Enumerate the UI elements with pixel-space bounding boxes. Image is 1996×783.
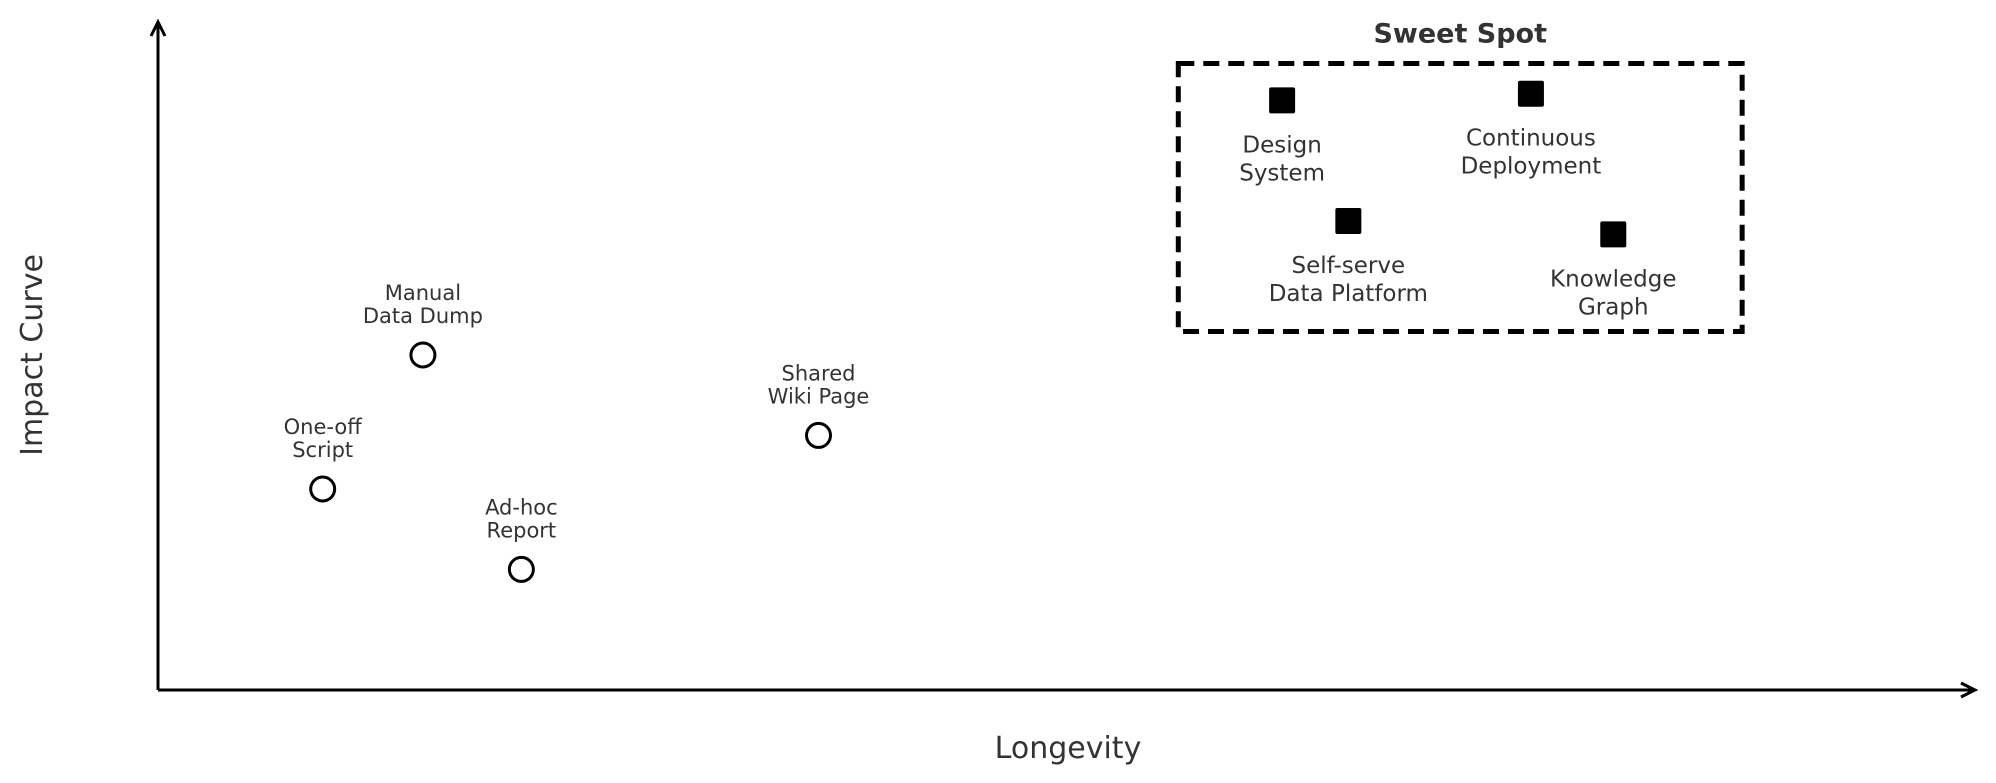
point-ad-hoc-report: Ad-hoc Report: [485, 495, 558, 583]
point-manual-data-dump: Manual Data Dump: [363, 281, 483, 369]
point-marker-continuous-deployment: [1517, 80, 1544, 107]
point-marker-one-off-script: [309, 475, 337, 503]
y-axis-title: Impact Curve: [15, 254, 50, 456]
sweet-spot-box: [1175, 61, 1745, 335]
axes: [149, 18, 1979, 699]
point-label-continuous-deployment: Continuous Deployment: [1461, 126, 1602, 180]
point-marker-self-serve-data-platform: [1335, 208, 1362, 234]
sweet-spot-title: Sweet Spot: [1373, 19, 1547, 50]
point-design-system: Design System: [1239, 87, 1325, 186]
y-axis-arrow: [149, 18, 167, 37]
point-label-manual-data-dump: Manual Data Dump: [363, 281, 483, 328]
point-label-self-serve-data-platform: Self-serve Data Platform: [1269, 253, 1428, 307]
data-points: One-off Script Manual Data Dump Ad-hoc Report…: [284, 80, 1676, 583]
point-marker-manual-data-dump: [409, 341, 437, 369]
point-marker-shared-wiki-page: [805, 421, 833, 449]
x-axis-arrow: [1960, 681, 1979, 699]
point-marker-design-system: [1269, 87, 1296, 114]
point-one-off-script: One-off Script: [284, 415, 363, 503]
point-marker-ad-hoc-report: [507, 555, 535, 583]
point-label-shared-wiki-page: Shared Wiki Page: [768, 361, 870, 408]
point-label-knowledge-graph: Knowledge Graph: [1550, 266, 1676, 320]
point-knowledge-graph: Knowledge Graph: [1550, 221, 1676, 320]
point-label-design-system: Design System: [1239, 132, 1325, 186]
point-shared-wiki-page: Shared Wiki Page: [768, 361, 870, 449]
point-self-serve-data-platform: Self-serve Data Platform: [1269, 208, 1428, 307]
point-label-one-off-script: One-off Script: [284, 415, 363, 462]
point-continuous-deployment: Continuous Deployment: [1461, 80, 1602, 180]
point-label-ad-hoc-report: Ad-hoc Report: [485, 495, 558, 542]
x-axis-title: Longevity: [995, 731, 1142, 766]
sweet-spot-region: Sweet Spot: [1175, 19, 1745, 335]
point-marker-knowledge-graph: [1600, 221, 1627, 248]
